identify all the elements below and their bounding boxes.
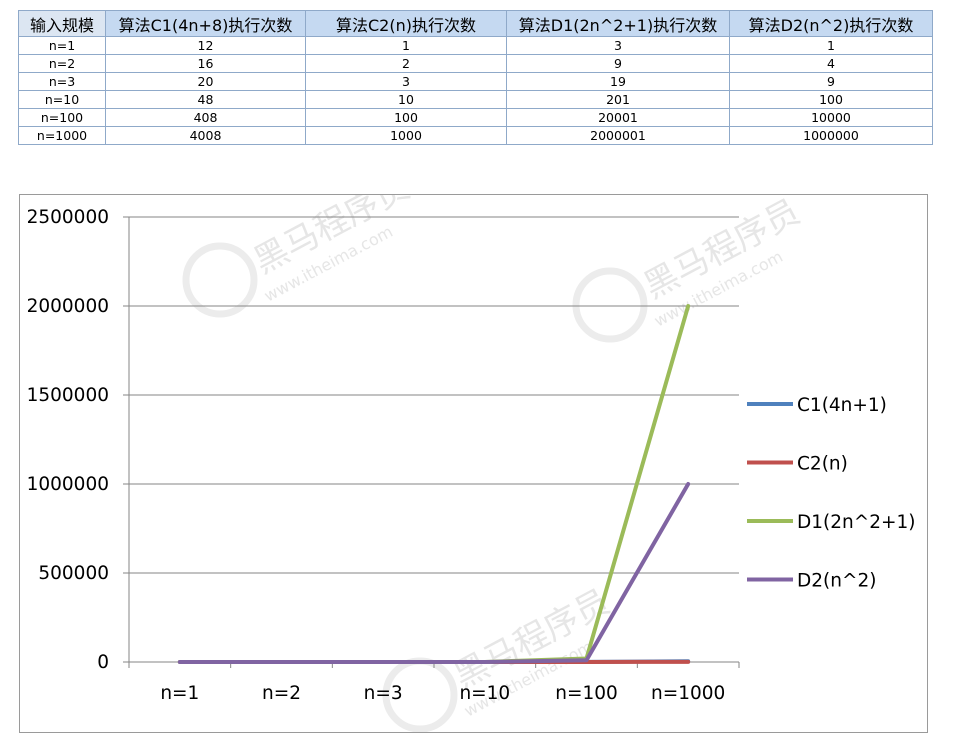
table-cell: 48 [105,90,306,109]
table-cell: n=3 [18,72,106,91]
legend-label: D1(2n^2+1) [797,512,916,533]
legend-label: C2(n) [797,454,848,475]
table-cell: 4008 [105,126,306,145]
table-row: n=3 20 3 19 9 [18,72,933,91]
table-cell: n=10 [18,90,106,109]
y-tick-label: 500000 [38,563,109,584]
table-cell: 1 [305,36,507,55]
legend-item: C1(4n+1) [747,395,887,416]
table-cell: 3 [305,72,507,91]
table-row: n=10 48 10 201 100 [18,90,933,109]
table-cell: 100 [305,108,507,127]
header-d2: 算法D2(n^2)执行次数 [729,10,933,37]
table-header-row: 输入规模 算法C1(4n+8)执行次数 算法C2(n)执行次数 算法D1(2n^… [18,10,933,37]
legend-label: D2(n^2) [797,571,876,592]
legend-label: C1(4n+1) [797,395,887,416]
table-cell: n=2 [18,54,106,73]
table-cell: 19 [506,72,730,91]
series-line-3 [177,482,691,664]
table-cell: 1000000 [729,126,933,145]
legend-item: C2(n) [747,454,848,475]
table-cell: 20 [105,72,306,91]
header-c2: 算法C2(n)执行次数 [305,10,507,37]
table-cell: 10 [305,90,507,109]
x-axis-ticks: n=1 n=2 n=3 n=10 n=100 n=1000 [128,662,740,704]
table-cell: 10000 [729,108,933,127]
header-d1: 算法D1(2n^2+1)执行次数 [506,10,730,37]
table-cell: 201 [506,90,730,109]
table-cell: 4 [729,54,933,73]
table-cell: 20001 [506,108,730,127]
x-tick-label: n=1 [160,683,199,704]
table-cell: n=100 [18,108,106,127]
table-row: n=100 408 100 20001 10000 [18,108,933,127]
x-tick-label: n=3 [364,683,403,704]
table-cell: n=1 [18,36,106,55]
legend-item: D2(n^2) [747,571,876,592]
table-row: n=2 16 2 9 4 [18,54,933,73]
table-cell: 16 [105,54,306,73]
data-table: 输入规模 算法C1(4n+8)执行次数 算法C2(n)执行次数 算法D1(2n^… [18,10,933,145]
y-tick-label: 2000000 [27,296,109,317]
legend: C1(4n+1) C2(n) D1(2n^2+1) D2(n^2) [747,395,916,592]
table-cell: 2 [305,54,507,73]
table-cell: 2000001 [506,126,730,145]
x-tick-label: n=2 [262,683,301,704]
table-cell: 408 [105,108,306,127]
watermark-logo-icon [182,242,258,318]
table-cell: 1000 [305,126,507,145]
y-tick-label: 2500000 [27,207,109,228]
header-c1: 算法C1(4n+8)执行次数 [105,10,306,37]
table-row: n=1 12 1 3 1 [18,36,933,55]
y-tick-label: 1000000 [27,474,109,495]
y-axis-ticks: 0 500000 1000000 1500000 2000000 2500000 [27,207,129,673]
table-cell: 3 [506,36,730,55]
table-cell: 12 [105,36,306,55]
chart-area: 黑马程序员 www.itheima.com 黑马程序员 www.itheima.com… [19,194,928,733]
x-tick-label: n=100 [555,683,618,704]
table-cell: 9 [506,54,730,73]
x-tick-label: n=1000 [651,683,725,704]
x-tick-label: n=10 [459,683,510,704]
header-input-size: 输入规模 [18,10,106,37]
table-cell: n=1000 [18,126,106,145]
table-cell: 9 [729,72,933,91]
table-row: n=1000 4008 1000 2000001 1000000 [18,126,933,145]
table-cell: 1 [729,36,933,55]
y-tick-label: 1500000 [27,385,109,406]
y-tick-label: 0 [97,652,109,673]
watermark-logo-icon [572,267,648,343]
table-cell: 100 [729,90,933,109]
series-lines [177,303,691,664]
legend-item: D1(2n^2+1) [747,512,916,533]
